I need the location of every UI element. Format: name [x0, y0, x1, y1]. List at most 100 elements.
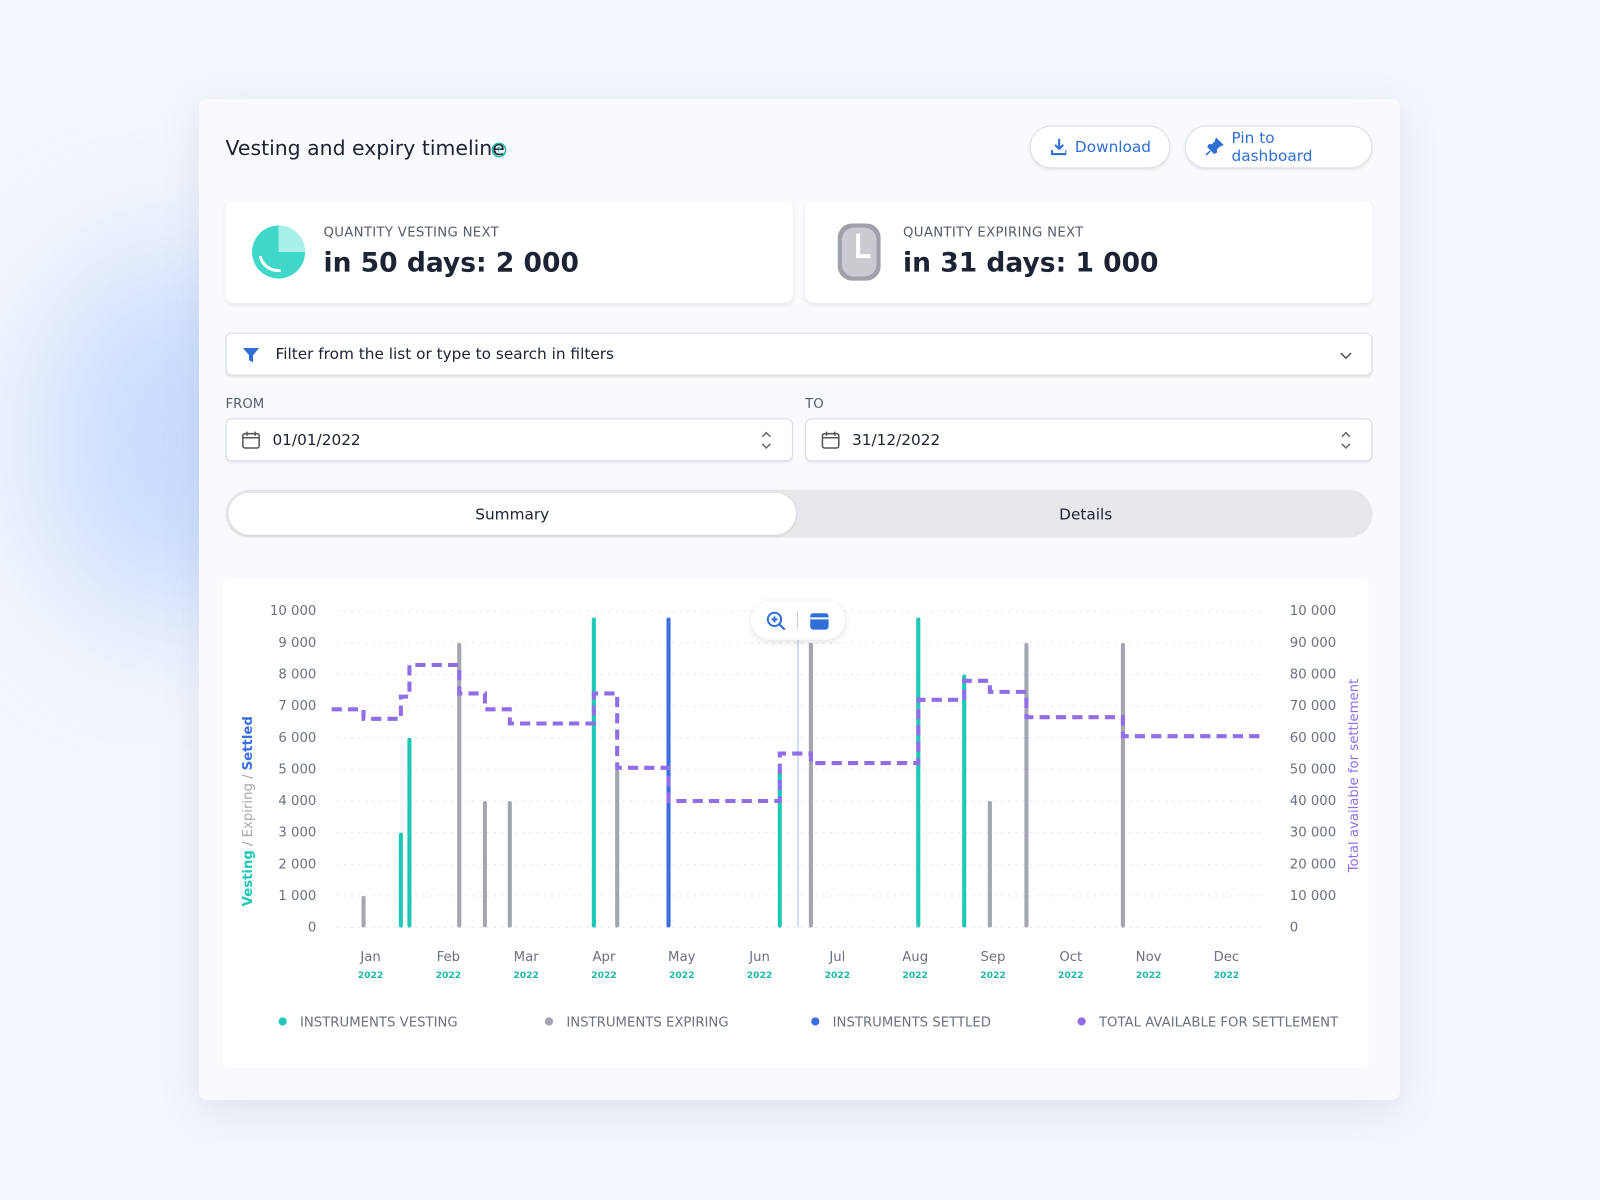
- bar: [615, 769, 620, 928]
- from-date-input[interactable]: 01/01/2022: [225, 418, 793, 462]
- download-button[interactable]: Download: [1029, 125, 1171, 169]
- bar: [666, 617, 671, 928]
- kpi-label: QUANTITY VESTING NEXT: [323, 225, 500, 241]
- bar: [987, 801, 992, 928]
- y2-tick-label: 60 000: [1290, 731, 1336, 746]
- kpi-icon: [252, 225, 306, 279]
- y-tick-label: 4 000: [278, 794, 316, 809]
- x-tick-label: Nov: [1136, 950, 1162, 965]
- filter-icon: [242, 347, 260, 363]
- y-axis-label: Vesting / Expiring / Settled: [241, 716, 256, 906]
- chart-toolbar: [751, 601, 845, 640]
- pin-button[interactable]: Pin to dashboard: [1184, 125, 1373, 169]
- to-label: TO: [805, 396, 824, 413]
- calendar-button[interactable]: [808, 610, 830, 632]
- date-value: 01/01/2022: [272, 430, 361, 449]
- bar: [1024, 642, 1029, 928]
- tab-bar: Summary Details: [225, 489, 1373, 538]
- x-tick-label: Dec: [1214, 950, 1240, 965]
- panel: Vesting and expiry timeline ? Download P…: [198, 98, 1400, 1100]
- legend-label: INSTRUMENTS VESTING: [300, 1015, 458, 1030]
- x-tick-sublabel: 2022: [669, 970, 695, 981]
- spinner-icon: [761, 431, 771, 450]
- toolbar-divider: [796, 611, 798, 630]
- y2-tick-label: 70 000: [1290, 699, 1336, 714]
- filter-placeholder: Filter from the list or type to search i…: [275, 344, 615, 364]
- kpi-value: in 50 days: 2 000: [323, 247, 579, 279]
- help-icon[interactable]: ?: [491, 142, 507, 158]
- y2-tick-label: 10 000: [1290, 889, 1336, 904]
- filter-input[interactable]: Filter from the list or type to search i…: [225, 332, 1373, 376]
- y2-tick-label: 30 000: [1290, 826, 1336, 841]
- y2-tick-label: 80 000: [1290, 667, 1336, 682]
- x-tick-sublabel: 2022: [591, 970, 617, 981]
- y2-tick-label: 0: [1290, 921, 1298, 936]
- button-label: Pin to dashboard: [1231, 128, 1313, 166]
- x-tick-label: Oct: [1059, 950, 1082, 965]
- x-tick-sublabel: 2022: [436, 970, 462, 981]
- x-tick-label: Aug: [902, 950, 928, 965]
- y-tick-label: 1 000: [278, 889, 316, 904]
- spinner-icon: [1341, 431, 1351, 450]
- bar: [777, 769, 782, 928]
- bar: [962, 674, 967, 928]
- x-tick-sublabel: 2022: [747, 970, 773, 981]
- y-tick-label: 6 000: [278, 731, 316, 746]
- x-tick-sublabel: 2022: [980, 970, 1006, 981]
- tab-summary[interactable]: Summary: [228, 492, 796, 535]
- chevron-icon: [1340, 352, 1352, 360]
- x-tick-label: Apr: [592, 950, 615, 965]
- zoom-button[interactable]: [765, 610, 787, 632]
- y-tick-label: 7 000: [278, 699, 316, 714]
- legend-marker: [544, 1017, 554, 1026]
- pin-icon: [1205, 137, 1224, 156]
- bar: [916, 617, 921, 928]
- legend-marker: [1077, 1017, 1086, 1026]
- y2-tick-label: 50 000: [1290, 762, 1336, 777]
- tab-details[interactable]: Details: [1059, 504, 1113, 523]
- step-line: [331, 662, 1262, 804]
- y2-tick-label: 10 000: [1290, 604, 1336, 619]
- y-tick-label: 9 000: [278, 636, 316, 651]
- x-tick-sublabel: 2022: [1214, 970, 1240, 981]
- y-tick-label: 8 000: [278, 667, 316, 682]
- y-tick-label: 5 000: [278, 762, 316, 777]
- bar: [591, 617, 596, 928]
- x-tick-label: Mar: [514, 950, 540, 965]
- y-axis-label-part: Vesting: [241, 850, 256, 906]
- y2-tick-label: 90 000: [1290, 636, 1336, 651]
- panel-title: Vesting and expiry timeline: [225, 135, 505, 161]
- x-tick-label: Jan: [359, 950, 380, 965]
- kpi-card: QUANTITY EXPIRING NEXT in 31 days: 1 000: [805, 201, 1373, 304]
- chart-card: 0 1 000 2 000 3 000 4 000 5 000 6 000 7 000 8 00…: [222, 578, 1369, 1068]
- legend-marker: [278, 1017, 287, 1026]
- bar: [407, 737, 412, 928]
- kpi-value: in 31 days: 1 000: [903, 247, 1159, 279]
- x-tick-sublabel: 2022: [358, 970, 384, 981]
- x-tick-sublabel: 2022: [825, 970, 851, 981]
- y-tick-label: 3 000: [278, 826, 316, 841]
- x-tick-label: Jul: [828, 950, 845, 965]
- x-tick-sublabel: 2022: [902, 970, 928, 981]
- legend-marker: [811, 1017, 820, 1026]
- calendar-icon: [821, 431, 840, 449]
- y2-axis-label: Total available for settlement: [1347, 679, 1362, 874]
- x-tick-label: Feb: [437, 950, 460, 965]
- y-axis-label-part: / Expiring /: [241, 774, 256, 846]
- x-tick-label: May: [668, 950, 696, 965]
- x-tick-label: Sep: [980, 950, 1005, 965]
- y-tick-label: 0: [308, 921, 316, 936]
- bar: [507, 801, 512, 928]
- bar: [361, 895, 366, 928]
- y2-tick-label: 20 000: [1290, 857, 1336, 872]
- bar: [398, 832, 403, 928]
- x-tick-sublabel: 2022: [1058, 970, 1084, 981]
- x-tick-label: Jun: [748, 950, 770, 965]
- to-date-input[interactable]: 31/12/2022: [805, 418, 1373, 462]
- kpi-icon: [837, 223, 881, 281]
- x-tick-sublabel: 2022: [1136, 970, 1162, 981]
- y-axis-label-part: Settled: [241, 716, 256, 770]
- download-icon: [1051, 138, 1067, 156]
